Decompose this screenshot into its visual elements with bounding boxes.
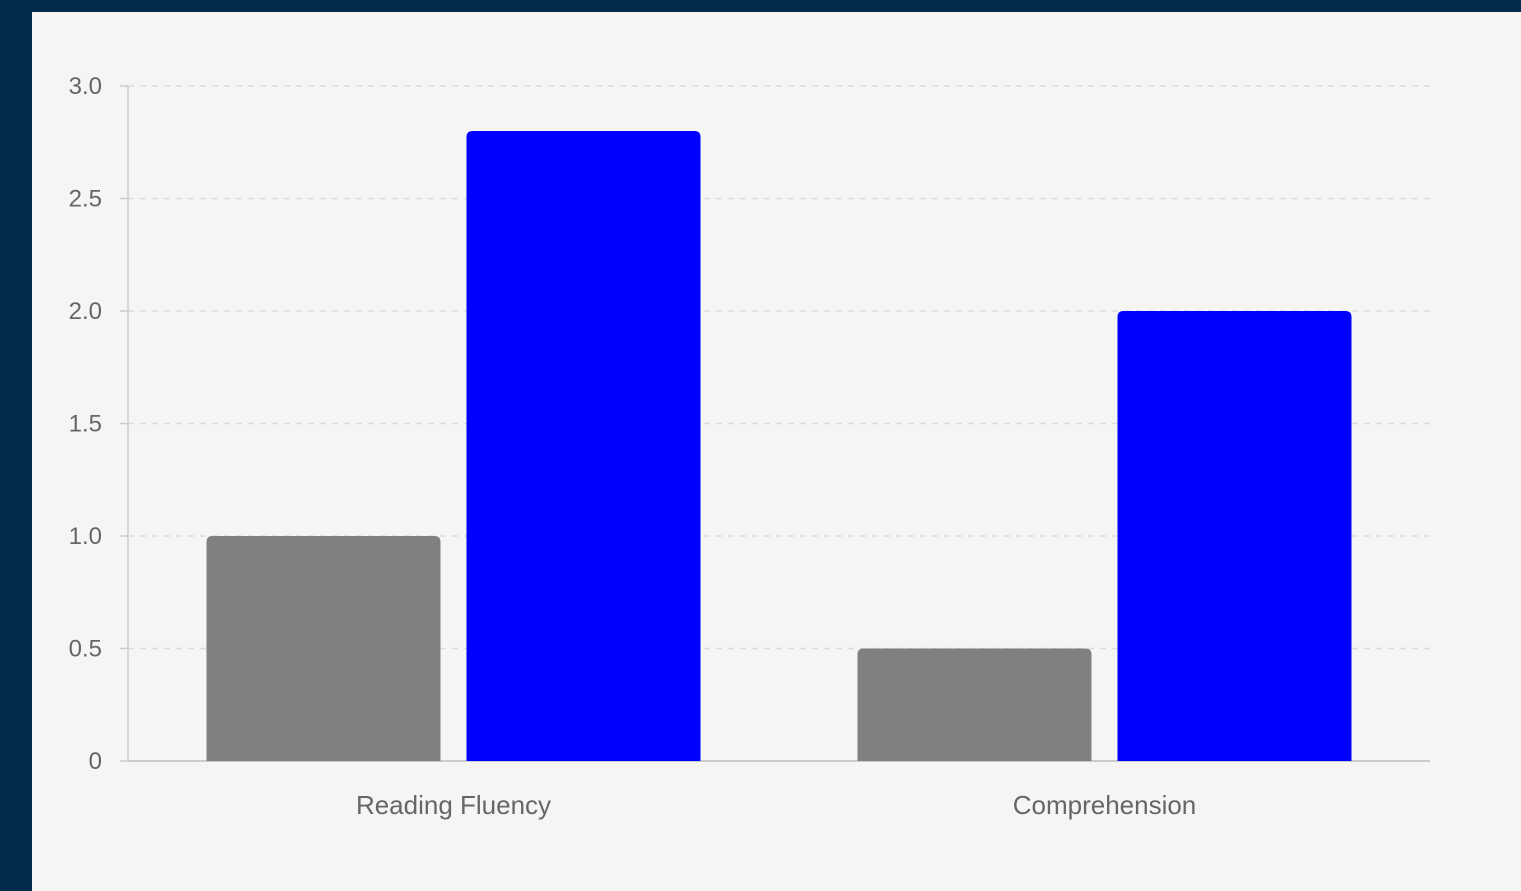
x-category-label: Comprehension — [1013, 790, 1197, 820]
y-tick-label: 0.5 — [69, 636, 102, 663]
bar-chart: 0 0.5 1.0 1.5 2.0 2.5 3.0 Reading Fluency Compre… — [69, 73, 1430, 820]
y-tick-label: 3.0 — [69, 73, 102, 100]
y-tick-label: 0 — [89, 748, 102, 775]
labels: 0 0.5 1.0 1.5 2.0 2.5 3.0 Reading Fluency Compre… — [69, 73, 1197, 820]
bar-comprehension-series-2 — [1117, 311, 1352, 761]
bar-reading-fluency-series-1 — [206, 536, 441, 761]
x-category-label: Reading Fluency — [356, 790, 551, 820]
chart-panel: 0 0.5 1.0 1.5 2.0 2.5 3.0 Reading Fluency Compre… — [32, 12, 1521, 891]
y-tick-label: 1.0 — [69, 523, 102, 550]
bars — [206, 131, 1352, 761]
bar-comprehension-series-1 — [857, 648, 1092, 761]
y-tick-label: 1.5 — [69, 411, 102, 438]
bar-reading-fluency-series-2 — [466, 131, 701, 761]
y-tick-label: 2.0 — [69, 298, 102, 325]
y-tick-label: 2.5 — [69, 186, 102, 213]
